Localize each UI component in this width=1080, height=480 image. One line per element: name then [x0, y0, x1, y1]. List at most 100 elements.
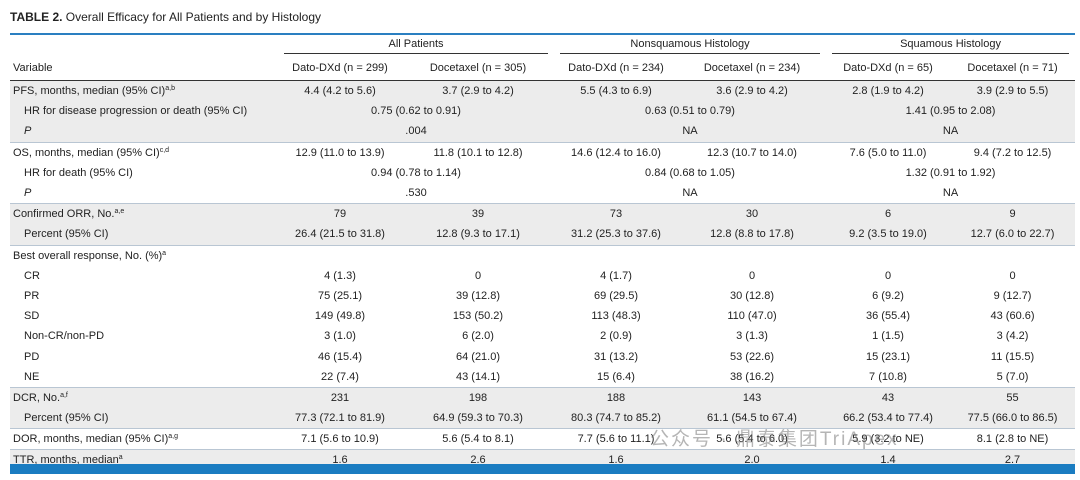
cell: 1.32 (0.91 to 1.92): [905, 166, 996, 179]
cell: 31 (13.2): [593, 350, 639, 363]
sub-row: PD 46 (15.4) 64 (21.0) 31 (13.2) 53 (22.6) 15…: [10, 346, 1075, 366]
sub-row: HR for death (95% CI) 0.94 (0.78 to 1.14)…: [10, 163, 1075, 183]
footnote-mark: a: [162, 249, 167, 257]
cell: 7.6 (5.0 to 11.0): [849, 146, 927, 159]
cell: 4 (1.7): [600, 269, 632, 282]
row-label: PFS, months, median (95% CI)a,b: [10, 80, 278, 102]
cell: NA: [942, 187, 959, 200]
cell: 5.6 (5.4 to 6.0): [716, 433, 788, 446]
cell: 55: [950, 387, 1076, 408]
cell: 26.4 (21.5 to 31.8): [278, 224, 402, 245]
cell: 231: [278, 387, 402, 408]
sub-row: Percent (95% CI) 77.3 (72.1 to 81.9) 64.9 …: [10, 408, 1076, 429]
row: Confirmed ORR, No.a,e 79 39 73 30 6 9: [10, 203, 1076, 225]
cell: 143: [678, 387, 827, 408]
cell: 77.3 (72.1 to 81.9): [278, 408, 402, 429]
sub-row: SD 149 (49.8) 153 (50.2) 113 (48.3) 110 (47.…: [10, 306, 1075, 326]
cell: NA: [682, 187, 698, 200]
cell: 12.9 (11.0 to 13.9): [295, 146, 385, 159]
cell: 64.9 (59.3 to 70.3): [402, 408, 554, 429]
cell: [678, 245, 826, 266]
cell: 12.8 (8.8 to 17.8): [678, 224, 827, 245]
cell: 30 (12.8): [729, 289, 775, 302]
cell: 1 (1.5): [872, 330, 904, 343]
rule: [10, 33, 1075, 35]
cell: .004: [278, 121, 554, 143]
cell: 153 (50.2): [452, 310, 504, 323]
row-label: SD: [24, 310, 40, 323]
cell: 43: [826, 387, 951, 408]
cell: 3.6 (2.9 to 4.2): [678, 80, 827, 102]
cell: 14.6 (12.4 to 16.0): [571, 146, 661, 159]
cell: 198: [402, 387, 554, 408]
cell: 9.2 (3.5 to 19.0): [826, 224, 951, 245]
title-text: Overall Efficacy for All Patients and by…: [65, 10, 322, 24]
cell: 3.9 (2.9 to 5.5): [950, 80, 1076, 102]
cell: [826, 245, 950, 266]
cell: 64 (21.0): [455, 350, 501, 363]
cell: 6 (9.2): [872, 289, 904, 302]
cell: 39: [402, 203, 554, 225]
row-label: NE: [24, 370, 40, 383]
cell: 188: [554, 387, 678, 408]
cell: 3 (4.2): [996, 330, 1029, 343]
footnote-mark: a,g: [168, 433, 179, 441]
row-label: Confirmed ORR, No.a,e: [10, 203, 278, 225]
section: Confirmed ORR, No.a,e 79 39 73 30 6 9 Percent (…: [10, 203, 1076, 245]
group-label: All Patients: [284, 38, 548, 54]
cell: [402, 245, 554, 266]
label-text: Confirmed ORR, No.: [13, 208, 115, 221]
section: DCR, No.a,f 231 198 188 143 43 55 Percent (95% …: [10, 387, 1076, 429]
header-row: Variable Dato-DXd (n = 299) Docetaxel (n =…: [10, 56, 1076, 81]
title-label: TABLE 2.: [10, 10, 63, 24]
label-text: OS, months, median (95% CI): [13, 146, 160, 159]
section: Best overall response, No. (%)a CR 4 (1.3)…: [10, 245, 1076, 388]
section: DOR, months, median (95% CI)a,g 7.1 (5.6 …: [10, 428, 1076, 450]
label-text: PFS, months, median (95% CI): [13, 85, 166, 98]
cell: 4.4 (4.2 to 5.6): [278, 80, 402, 102]
cell: 0.75 (0.62 to 0.91): [278, 101, 554, 122]
row-label: CR: [24, 269, 40, 282]
cell: 0: [1009, 269, 1016, 282]
efficacy-table: All Patients Nonsquamous Histology Squamou…: [10, 36, 1076, 471]
footnote-mark: a,f: [60, 391, 68, 399]
cell: 15 (23.1): [866, 350, 911, 363]
row-label: Non-CR/non-PD: [24, 330, 105, 343]
cell: 11.8 (10.1 to 12.8): [433, 146, 523, 159]
label-text: TTR, months, median: [13, 454, 119, 467]
footnote-mark: a: [118, 454, 123, 462]
cell: 9 (12.7): [993, 289, 1032, 302]
cell: 0: [474, 269, 482, 282]
cell: 7 (10.8): [869, 370, 907, 383]
label-text: Best overall response, No. (%): [13, 249, 163, 262]
cell: 110 (47.0): [727, 310, 777, 323]
cell: [278, 245, 402, 266]
footnote-mark: a,e: [114, 208, 125, 216]
row-label: Percent (95% CI): [10, 224, 278, 245]
cell: 149 (49.8): [314, 310, 366, 323]
sub-row: CR 4 (1.3) 0 4 (1.7) 0 0 0: [10, 266, 1075, 286]
cell: 22 (7.4): [321, 370, 359, 383]
section: OS, months, median (95% CI)c,d 12.9 (11.0…: [10, 142, 1076, 204]
cell: 30: [678, 203, 827, 225]
label-text: DOR, months, median (95% CI): [13, 433, 169, 446]
row: OS, months, median (95% CI)c,d 12.9 (11.0…: [10, 142, 1075, 163]
footnote-mark: c,d: [159, 146, 170, 154]
cell: 38 (16.2): [729, 370, 775, 383]
cell: 77.5 (66.0 to 86.5): [950, 408, 1076, 429]
sub-row: NE 22 (7.4) 43 (14.1) 15 (6.4) 38 (16.2) 7 (1…: [10, 367, 1075, 388]
row-label: Percent (95% CI): [10, 408, 278, 429]
cell: 12.7 (6.0 to 22.7): [950, 224, 1076, 245]
cell: 3 (1.0): [324, 330, 356, 343]
cell: 31.2 (25.3 to 37.6): [554, 224, 678, 245]
cell: 43 (60.6): [990, 310, 1035, 323]
row-label: PD: [24, 350, 40, 363]
cell: 5.5 (4.3 to 6.9): [554, 80, 678, 102]
row: DOR, months, median (95% CI)a,g 7.1 (5.6 …: [10, 429, 1075, 450]
row-label: Best overall response, No. (%)a: [10, 245, 278, 266]
column-header: Dato-DXd (n = 234): [554, 56, 678, 81]
cell: 9: [950, 203, 1076, 225]
sub-row: P .004 NA NA: [10, 121, 1076, 143]
row: Best overall response, No. (%)a: [10, 245, 1075, 266]
